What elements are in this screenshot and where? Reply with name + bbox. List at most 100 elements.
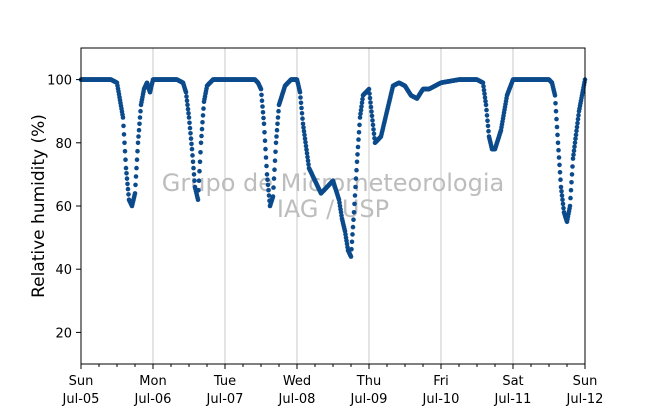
data-point <box>124 176 130 181</box>
watermark: Grupo de Micrometeorologia IAG / USP <box>162 169 504 223</box>
x-tick-label-day: Tue <box>213 374 236 389</box>
data-point <box>300 121 306 127</box>
data-point <box>274 134 279 139</box>
x-tick-label-date: Jul-09 <box>350 392 388 407</box>
y-tick-label: 40 <box>55 263 72 278</box>
data-point <box>556 147 561 153</box>
x-tick-label-date: Jul-05 <box>62 392 100 407</box>
data-point <box>302 132 307 138</box>
data-point <box>125 181 130 187</box>
data-point <box>199 126 205 132</box>
data-point <box>573 136 578 142</box>
data-point <box>360 96 365 102</box>
data-point <box>275 121 280 127</box>
data-point <box>356 137 361 142</box>
data-point <box>299 111 305 116</box>
data-point <box>482 95 488 100</box>
data-point <box>348 254 354 259</box>
data-point <box>574 128 579 134</box>
data-point <box>272 158 278 163</box>
data-point <box>484 107 489 113</box>
data-point <box>134 157 140 162</box>
data-point <box>262 138 268 143</box>
data-point <box>123 157 128 162</box>
data-point <box>135 140 141 146</box>
data-point <box>354 167 359 173</box>
data-point <box>371 127 376 132</box>
data-point <box>485 123 491 129</box>
data-point <box>359 100 365 106</box>
data-point <box>349 239 355 245</box>
data-point <box>198 140 204 146</box>
data-point <box>133 182 138 188</box>
data-point <box>133 174 139 179</box>
data-point <box>569 180 574 185</box>
x-tick-label-date: Jul-11 <box>494 392 532 407</box>
data-point <box>262 130 267 135</box>
data-point <box>300 116 305 121</box>
data-point <box>187 120 192 126</box>
data-point <box>299 105 304 111</box>
data-point <box>273 140 279 146</box>
data-point <box>260 110 266 115</box>
data-point <box>353 184 358 190</box>
data-point <box>197 159 203 165</box>
data-point <box>137 115 143 120</box>
data-point <box>370 118 375 123</box>
data-point <box>271 176 277 181</box>
data-point <box>195 197 201 202</box>
data-point <box>186 115 192 120</box>
data-point <box>126 192 131 197</box>
data-point <box>571 152 576 157</box>
x-tick-label-day: Sat <box>502 374 523 389</box>
data-point <box>359 104 364 109</box>
data-point <box>555 132 560 138</box>
data-point <box>303 140 308 145</box>
data-point <box>302 136 308 141</box>
data-point <box>485 118 490 123</box>
data-point <box>134 165 139 171</box>
data-point <box>190 153 195 158</box>
y-tick-label: 60 <box>55 200 72 215</box>
data-point <box>554 116 559 122</box>
data-point <box>275 115 281 120</box>
data-point <box>266 187 271 193</box>
data-point <box>356 130 362 135</box>
x-tick-label-day: Sun <box>573 374 598 389</box>
data-point <box>353 176 359 181</box>
data-point <box>184 94 189 99</box>
data-point <box>369 109 374 114</box>
y-tick-label: 100 <box>47 74 72 89</box>
y-axis: 20 40 60 80 100 <box>47 74 81 341</box>
data-point <box>186 111 191 116</box>
data-point <box>273 149 278 155</box>
data-point <box>183 89 189 95</box>
x-tick-label-date: Jul-07 <box>206 392 244 407</box>
data-point <box>297 89 303 95</box>
data-point <box>298 95 303 100</box>
data-point <box>552 93 558 98</box>
data-point <box>298 100 304 106</box>
data-point <box>259 92 264 98</box>
data-point <box>272 167 277 172</box>
data-point <box>260 104 265 109</box>
data-point <box>358 107 364 113</box>
x-axis: Sun Jul-05 Mon Jul-06 Tue Jul-07 Wed Jul-08 Thu J… <box>62 364 603 407</box>
data-point <box>351 210 357 215</box>
data-point <box>121 132 127 137</box>
data-point <box>368 100 373 105</box>
x-tick-label-day: Mon <box>139 374 166 389</box>
data-point <box>559 189 564 194</box>
data-point <box>561 205 566 211</box>
data-point <box>480 80 486 86</box>
data-point <box>124 171 129 176</box>
data-point <box>305 158 311 163</box>
data-point <box>191 165 196 171</box>
data-point <box>184 98 190 103</box>
data-point <box>349 246 354 252</box>
grid-lines <box>152 48 514 364</box>
data-point <box>259 98 265 103</box>
data-point <box>304 151 310 156</box>
data-point <box>572 144 577 150</box>
